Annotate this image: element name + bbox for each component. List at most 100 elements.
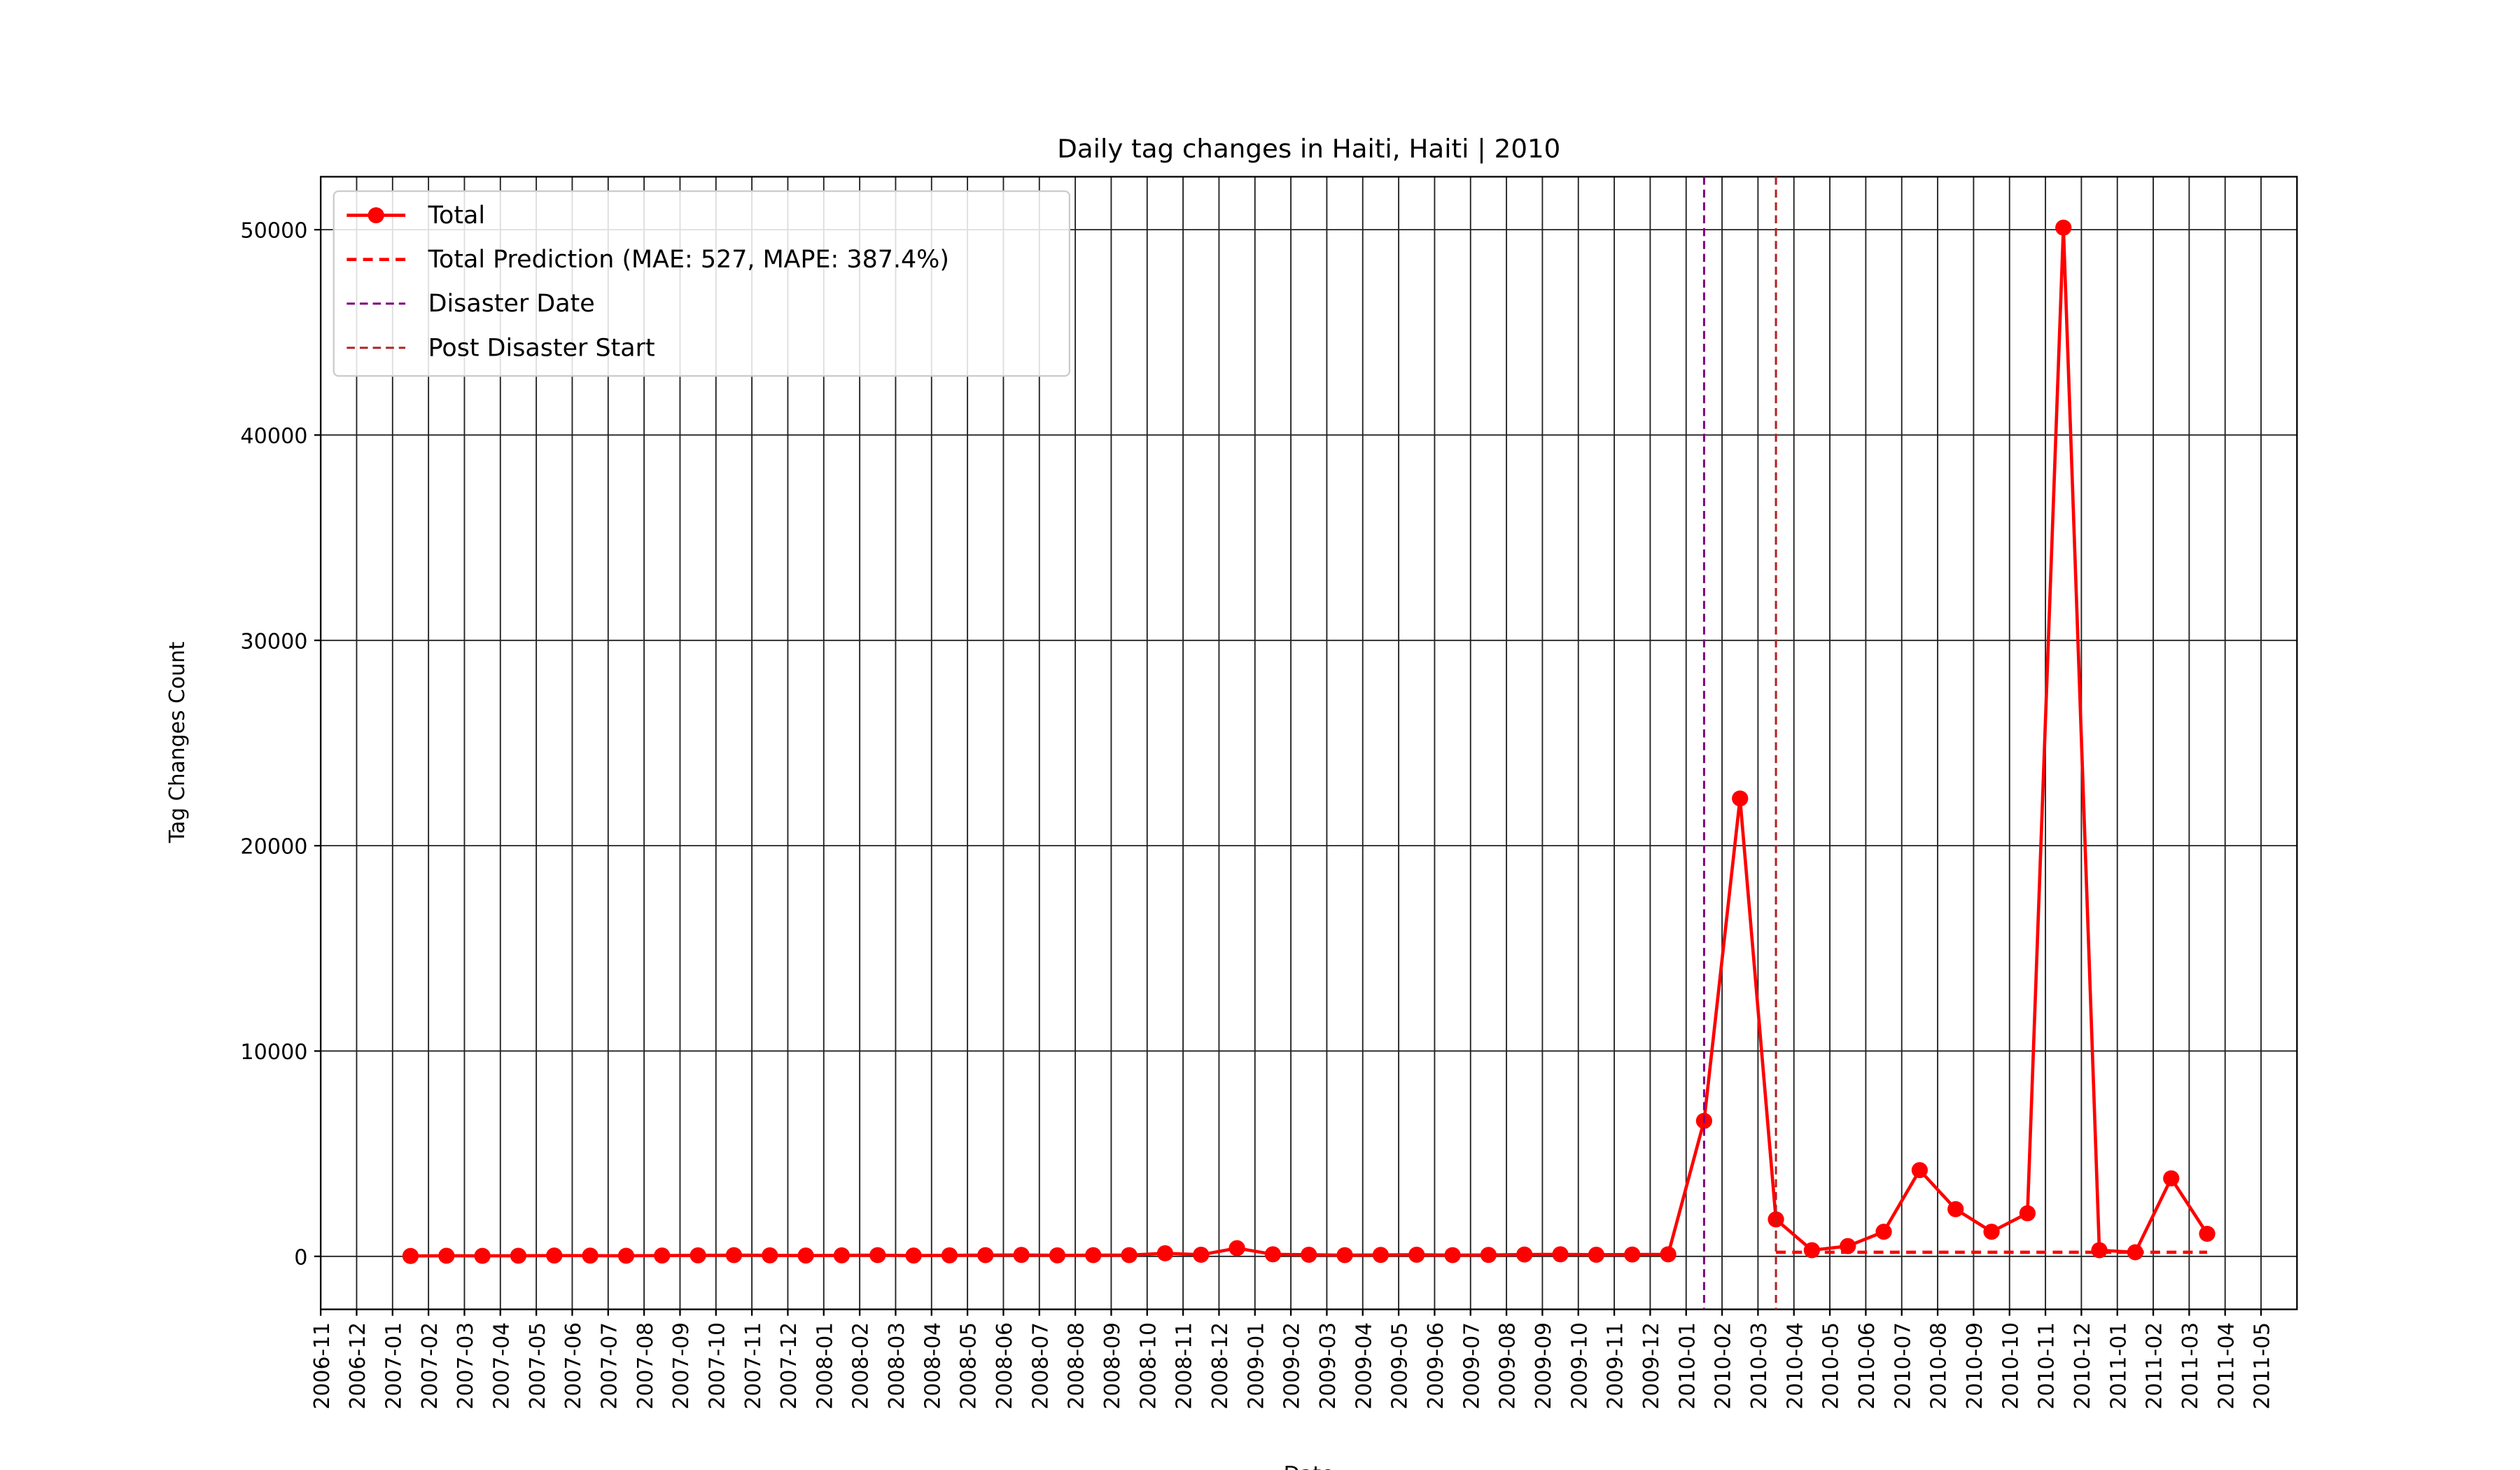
plot-frame: [319, 176, 2298, 1310]
x-tick-label: 2008-12: [1208, 1322, 1233, 1410]
data-point: [1552, 1246, 1569, 1263]
x-tick-label: 2010-03: [1747, 1322, 1772, 1410]
data-point: [654, 1247, 671, 1264]
x-tick-label: 2010-12: [2071, 1322, 2095, 1410]
data-point: [1983, 1224, 2000, 1240]
data-point: [725, 1247, 743, 1264]
data-point: [1121, 1247, 1138, 1264]
x-tick-label: 2010-08: [1927, 1322, 1952, 1410]
x-tick-label: 2009-07: [1460, 1322, 1484, 1410]
x-tick-label: 2008-09: [1100, 1322, 1125, 1410]
x-tick-label: 2007-01: [382, 1322, 406, 1410]
data-point: [869, 1247, 886, 1264]
x-tick-label: 2010-01: [1675, 1322, 1700, 1410]
data-point: [510, 1247, 527, 1264]
legend-box: [332, 190, 1071, 377]
y-tick-label: 30000: [240, 629, 307, 654]
x-tick-label: 2009-10: [1567, 1322, 1592, 1410]
x-tick-label: 2009-08: [1496, 1322, 1520, 1410]
legend-label: Disaster Date: [428, 290, 595, 318]
x-tick-label: 2011-05: [2250, 1322, 2275, 1410]
data-point: [1372, 1247, 1390, 1264]
data-point: [1660, 1246, 1676, 1263]
data-point: [1013, 1247, 1030, 1264]
data-point: [1875, 1224, 1892, 1240]
data-point: [797, 1247, 814, 1264]
legend: Total Total Prediction (MAE: 527, MAPE: 3…: [332, 190, 1071, 377]
x-tick-label: 2011-03: [2178, 1322, 2203, 1410]
legend-label: Total: [428, 202, 485, 230]
data-point: [1803, 1242, 1821, 1259]
y-tick-label: 0: [294, 1245, 307, 1270]
x-tick-label: 2008-03: [885, 1322, 909, 1410]
x-tick-label: 2008-06: [993, 1322, 1017, 1410]
x-tick-label: 2006-12: [346, 1322, 370, 1410]
data-point: [905, 1247, 922, 1264]
x-tick-label: 2011-02: [2143, 1322, 2167, 1410]
x-tick-label: 2007-06: [561, 1322, 586, 1410]
data-point: [1840, 1238, 1856, 1254]
data-point: [1156, 1245, 1174, 1261]
y-tick-label: 40000: [240, 424, 307, 449]
data-point: [1085, 1247, 1102, 1264]
y-tick-label: 20000: [240, 835, 307, 860]
data-point: [1516, 1246, 1533, 1263]
data-point: [1480, 1247, 1497, 1264]
y-axis-label: Tag Changes Count: [165, 641, 190, 844]
legend-marker: [368, 207, 384, 224]
data-point: [977, 1247, 994, 1264]
x-tick-label: 2007-05: [526, 1322, 550, 1410]
x-tick-label: 2010-06: [1855, 1322, 1879, 1410]
data-point: [1408, 1246, 1425, 1263]
data-point: [2019, 1205, 2036, 1222]
data-point: [2163, 1170, 2180, 1186]
data-point: [2199, 1226, 2216, 1242]
x-tick-label: 2008-10: [1136, 1322, 1161, 1410]
data-point: [1193, 1246, 1210, 1263]
data-point: [690, 1247, 706, 1264]
y-tick-label: 10000: [240, 1040, 307, 1065]
data-point: [1336, 1247, 1353, 1264]
x-tick-label: 2008-07: [1028, 1322, 1053, 1410]
data-point: [617, 1247, 635, 1264]
data-point: [1588, 1246, 1605, 1263]
legend-label: Total Prediction (MAE: 527, MAPE: 387.4%…: [428, 246, 949, 274]
x-tick-label: 2009-02: [1280, 1322, 1305, 1410]
data-point: [2055, 219, 2072, 236]
x-tick-label: 2009-01: [1244, 1322, 1268, 1410]
x-tick-label: 2009-11: [1604, 1322, 1628, 1410]
data-point: [438, 1247, 455, 1264]
x-tick-label: 2008-05: [957, 1322, 981, 1410]
x-tick-label: 2009-12: [1639, 1322, 1664, 1410]
data-point: [402, 1247, 419, 1264]
x-tick-label: 2007-02: [418, 1322, 442, 1410]
x-tick-label: 2010-10: [1998, 1322, 2023, 1410]
data-point: [582, 1247, 598, 1264]
x-tick-label: 2010-11: [2035, 1322, 2059, 1410]
y-tick-label: 50000: [240, 219, 307, 244]
x-tick-label: 2007-10: [705, 1322, 729, 1410]
x-tick-label: 2011-01: [2106, 1322, 2131, 1410]
x-tick-label: 2011-04: [2214, 1322, 2239, 1410]
x-tick-label: 2007-11: [741, 1322, 766, 1410]
x-tick-label: 2010-04: [1783, 1322, 1807, 1410]
x-tick-label: 2009-05: [1388, 1322, 1413, 1410]
x-tick-label: 2008-01: [813, 1322, 837, 1410]
x-tick-label: 2008-11: [1172, 1322, 1197, 1410]
data-point: [546, 1247, 563, 1264]
x-tick-label: 2009-06: [1424, 1322, 1448, 1410]
data-point: [474, 1247, 491, 1264]
x-tick-label: 2010-05: [1819, 1322, 1844, 1410]
x-tick-label: 2007-07: [597, 1322, 622, 1410]
data-point: [1732, 790, 1749, 807]
data-point: [1947, 1200, 1964, 1217]
data-point: [1301, 1246, 1317, 1263]
data-point: [1264, 1246, 1282, 1263]
data-point: [1049, 1247, 1066, 1264]
data-point: [1624, 1246, 1641, 1263]
x-tick-label: 2009-09: [1532, 1322, 1556, 1410]
x-tick-label: 2007-04: [489, 1322, 514, 1410]
data-point: [762, 1247, 778, 1264]
